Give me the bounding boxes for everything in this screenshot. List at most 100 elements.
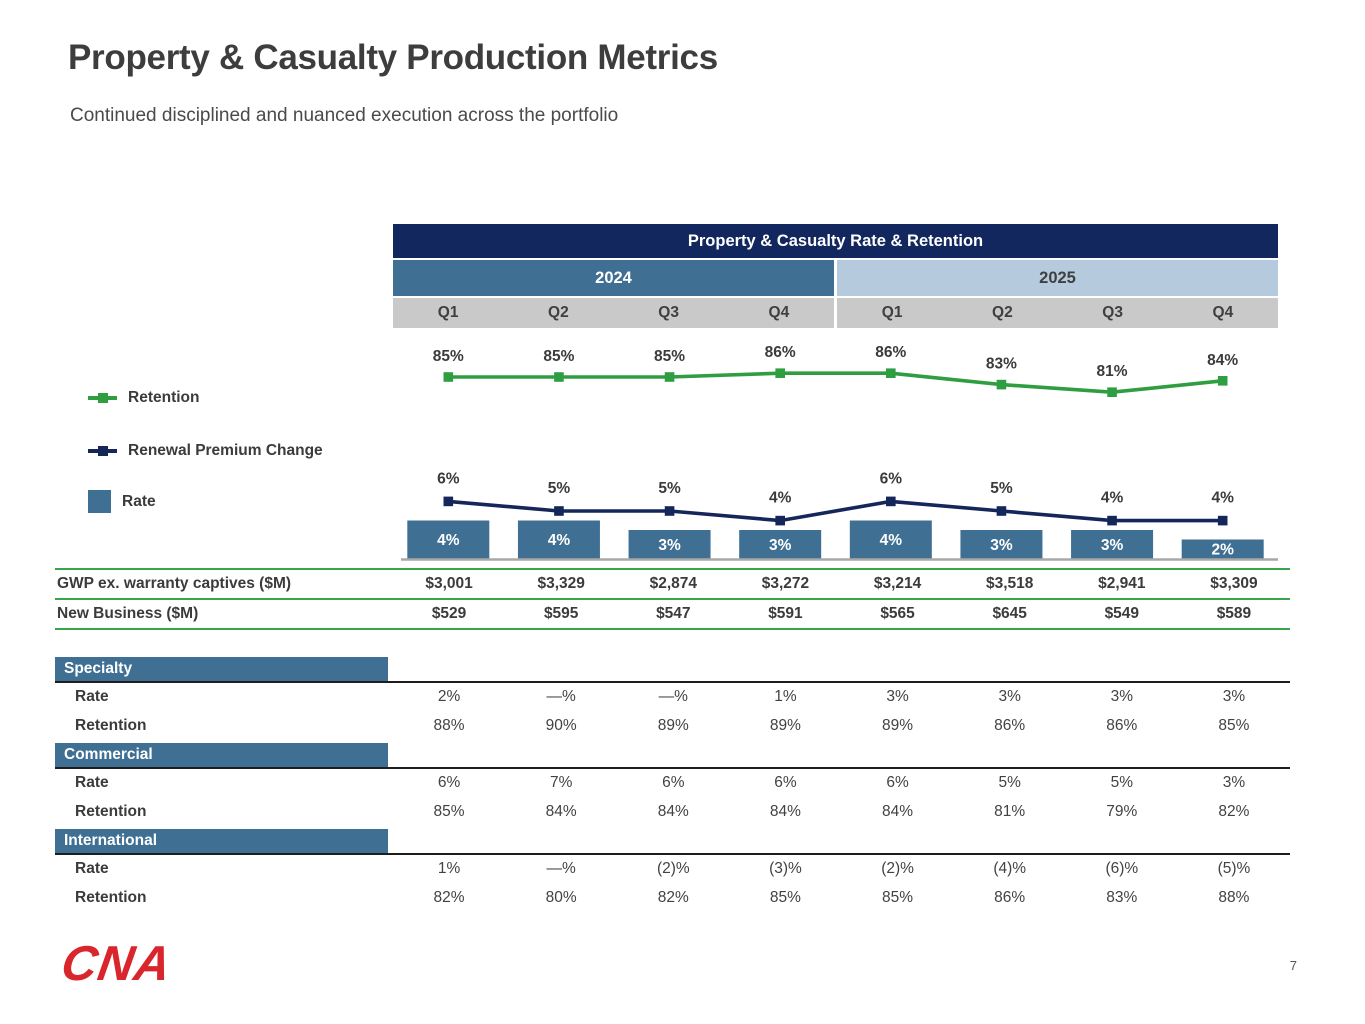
rate-bar-6 [1071,530,1154,559]
retention-marker-5 [996,379,1007,390]
segment-row-label: Retention [75,716,147,734]
summary-row-0: GWP ex. warranty captives ($M) $3,001 $3,3… [55,570,1290,600]
segment-cell: 5% [1110,774,1134,792]
segment-cell: 85% [1218,716,1250,734]
segment-row-label: Rate [75,688,109,706]
renewal-premium-change-marker-1 [554,506,564,516]
rate-bar-7 [1181,539,1264,559]
segment-cell: 90% [545,716,577,734]
summary-cell: $565 [880,605,915,622]
rate-bar-1 [517,520,600,559]
rate-bar-3 [739,530,822,559]
summary-row-label: GWP ex. warranty captives ($M) [57,575,292,592]
quarter-header-row: Q1 Q2 Q3 Q4 Q1 Q2 Q3 Q4 [393,298,1278,328]
summary-cell: $595 [543,605,579,622]
year-band-row: 2024 2025 [393,260,1278,296]
production-summary-table: GWP ex. warranty captives ($M) $3,001 $3,3… [55,568,1290,630]
summary-cell: $529 [431,605,467,622]
chart-header: Property & Casualty Rate & Retention 202… [393,224,1278,328]
legend-item-retention: Retention [88,386,199,409]
summary-cell: $591 [768,605,803,622]
rate-bar-2 [628,530,711,559]
retention-label-1: 85% [543,348,574,365]
renewal-premium-change-group: 6% 5% 5% 4% 6% 5% 4% 4% [437,470,1234,526]
segment-band-commercial: Commercial [55,743,388,767]
renewal-premium-change-label-0: 6% [437,470,460,487]
segment-row-rate: Rate 1% —% (2)% (3)% (2)% (4)% (6)% (5)% [55,855,1290,884]
page-title: Property & Casualty Production Metrics [68,38,718,77]
page-subtitle: Continued disciplined and nuanced execut… [70,105,619,126]
rate-bar-label-0: 4% [437,532,460,549]
segment-cell: 82% [1218,802,1250,820]
segment-cell: 2% [437,688,461,706]
segment-cell: 84% [657,802,689,820]
segment-cell: 79% [1106,802,1138,820]
renewal-premium-change-label-5: 5% [990,480,1013,497]
segment-specialty: Specialty Rate 2% —% —% 1% 3% 3% 3% 3% Retention 88… [55,657,1290,740]
summary-cell: $3,001 [425,575,473,592]
segment-cell: (5)% [1217,860,1251,878]
segment-cell: 86% [994,888,1026,906]
renewal-premium-change-label-3: 4% [769,490,792,507]
renewal-premium-change-marker-0 [443,496,454,507]
retention-label-5: 83% [986,356,1017,373]
segment-cell: —% [546,688,576,706]
retention-group: 85% 85% 85% 86% 86% 83% 81% 84% [433,344,1238,397]
summary-cell: $3,518 [985,575,1034,592]
segment-cell: (6)% [1105,860,1139,878]
segment-row-retention: Retention 85% 84% 84% 84% 84% 81% 79% 82% [55,798,1290,827]
summary-cell: $3,309 [1210,575,1258,592]
summary-cell: $3,214 [873,575,922,592]
rate-bar-4 [849,520,932,559]
renewal-premium-change-label-4: 6% [880,470,903,487]
legend-label-rate: Rate [122,492,156,510]
retention-label-3: 86% [765,344,796,361]
segment-cell: 3% [1222,688,1246,706]
retention-marker-4 [886,368,896,378]
segment-cell: 89% [657,716,689,734]
segment-row-label: Retention [75,802,147,820]
rate-bar-5 [960,530,1043,559]
retention-label-7: 84% [1207,352,1238,369]
retention-label-0: 85% [433,348,464,365]
retention-marker-0 [443,372,454,382]
page-number: 7 [1289,958,1297,973]
segment-cell: 84% [882,802,914,820]
year-band-2024: 2024 [393,260,834,296]
segment-cell: 84% [545,802,577,820]
quarter-header-2025-q4: Q4 [1167,298,1278,328]
segment-cell: 81% [994,802,1026,820]
rate-swatch-icon [88,490,111,513]
segment-cell: (3)% [769,860,802,878]
legend-item-renewal-premium-change: Renewal Premium Change [88,439,323,462]
summary-cell: $3,272 [761,575,810,592]
segment-tables: Specialty Rate 2% —% —% 1% 3% 3% 3% 3% Retention 88… [55,657,1290,915]
segment-row-label: Rate [75,774,109,792]
retention-label-2: 85% [654,348,685,365]
rate-bar-0 [407,520,490,559]
renewal-premium-change-marker-5 [996,506,1007,516]
segment-cell: 7% [549,774,573,792]
segment-cell: 83% [1106,888,1138,906]
retention-label-4: 86% [875,344,906,361]
segment-band-international: International [55,829,388,853]
rate-bar-label-6: 3% [1101,537,1124,554]
segment-cell: 85% [433,802,465,820]
retention-marker-7 [1217,376,1228,386]
segment-divider [55,681,1290,683]
segment-cell: 3% [1222,774,1246,792]
segment-cell: 6% [886,774,909,792]
rate-bars-group: 4% 4% 3% 3% 4% 3% 3% 2% [407,520,1264,559]
segment-cell: 84% [769,802,801,820]
segment-cell: 86% [1106,716,1138,734]
legend-label-renewal-premium-change: Renewal Premium Change [128,441,323,459]
segment-band-specialty: Specialty [55,657,388,681]
segment-cell: 89% [769,716,801,734]
rate-retention-chart: 4% 4% 3% 3% 4% 3% 3% 2%6%5% 5%4%6%5%4% 4%85% 85% 85… [401,344,1278,561]
segment-cell: 3% [886,688,909,706]
year-band-2025: 2025 [837,260,1278,296]
renewal-premium-line-marker-icon [88,439,117,462]
summary-cell: $2,941 [1098,575,1146,592]
segment-cell: (4)% [993,860,1027,878]
quarter-header-2024-q1: Q1 [393,298,504,328]
